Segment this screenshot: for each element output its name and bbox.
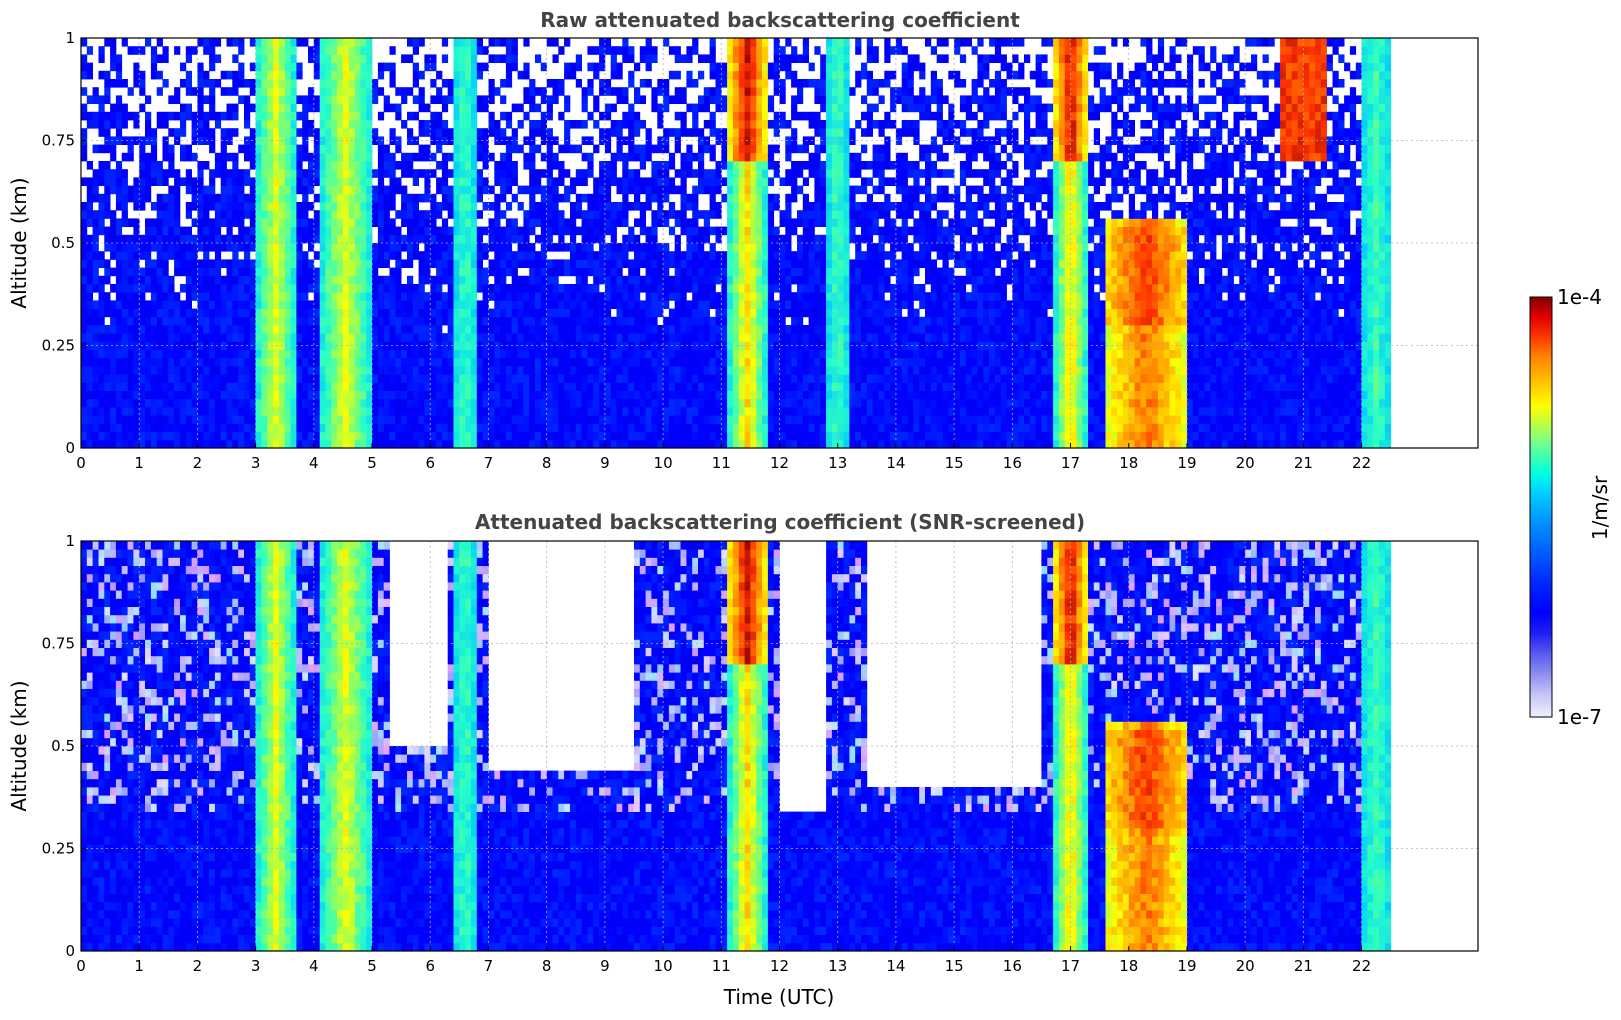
x-tick-label: 16 xyxy=(1003,454,1022,472)
x-tick-label: 22 xyxy=(1352,454,1371,472)
y-tick-label: 0.25 xyxy=(42,337,75,355)
x-tick-label: 15 xyxy=(945,454,964,472)
x-tick-label: 12 xyxy=(770,957,789,975)
x-tick-label: 18 xyxy=(1119,454,1138,472)
panel-1-grid xyxy=(81,38,1478,448)
x-tick-label: 4 xyxy=(309,957,319,975)
x-tick-label: 13 xyxy=(828,454,847,472)
x-tick-label: 18 xyxy=(1119,957,1138,975)
x-tick-label: 19 xyxy=(1177,957,1196,975)
x-tick-label: 2 xyxy=(193,957,203,975)
x-tick-label: 1 xyxy=(134,454,144,472)
panel-1-title: Raw attenuated backscattering coefficien… xyxy=(540,8,1020,32)
x-tick-label: 20 xyxy=(1236,454,1255,472)
x-tick-label: 3 xyxy=(251,454,261,472)
x-tick-label: 11 xyxy=(712,454,731,472)
x-tick-label: 5 xyxy=(367,454,377,472)
y-tick-label: 0.75 xyxy=(42,635,75,653)
x-tick-label: 6 xyxy=(425,957,435,975)
panel-2-heatmap xyxy=(81,541,1392,952)
x-tick-label: 5 xyxy=(367,957,377,975)
x-tick-label: 20 xyxy=(1236,957,1255,975)
panel-1-x-ticks: 0 1 2 3 4 5 6 7 8 9 10 11 12 13 14 15 16 17 18 19 20 21 22 xyxy=(76,443,1371,472)
x-tick-label: 8 xyxy=(542,454,552,472)
panel-2-x-ticks: 0 1 2 3 4 5 6 7 8 9 10 11 12 13 14 15 16 17 18 19 20 21 22 xyxy=(76,946,1371,975)
x-tick-label: 9 xyxy=(600,957,610,975)
colorbar-max-label: 1e-4 xyxy=(1557,285,1602,309)
y-tick-label: 0 xyxy=(65,942,75,960)
y-tick-label: 0.25 xyxy=(42,840,75,858)
y-tick-label: 0.75 xyxy=(42,132,75,150)
panel-2-title: Attenuated backscattering coefficient (S… xyxy=(475,510,1085,534)
panel-1-y-axis-label: Altitude (km) xyxy=(7,177,31,308)
x-tick-label: 1 xyxy=(134,957,144,975)
y-tick-label: 1 xyxy=(65,29,75,47)
x-tick-label: 2 xyxy=(193,454,203,472)
x-tick-label: 7 xyxy=(484,454,494,472)
colorbar-min-label: 1e-7 xyxy=(1557,705,1602,729)
x-axis-label: Time (UTC) xyxy=(723,985,835,1009)
x-tick-label: 17 xyxy=(1061,454,1080,472)
colorbar-unit-label: 1/m/sr xyxy=(1588,475,1612,540)
x-tick-label: 17 xyxy=(1061,957,1080,975)
colorbar-scale xyxy=(1529,296,1553,718)
x-tick-label: 13 xyxy=(828,957,847,975)
y-tick-label: 1 xyxy=(65,532,75,550)
x-tick-label: 21 xyxy=(1294,454,1313,472)
colorbar: 1e-4 1e-7 1/m/sr xyxy=(1529,285,1612,729)
panel-2-y-ticks: 0 0.25 0.5 0.75 1 xyxy=(42,532,86,960)
x-tick-label: 7 xyxy=(484,957,494,975)
panel-2-y-axis-label: Altitude (km) xyxy=(7,680,31,811)
x-tick-label: 10 xyxy=(654,454,673,472)
y-tick-label: 0.5 xyxy=(51,234,75,252)
x-tick-label: 16 xyxy=(1003,957,1022,975)
y-tick-label: 0 xyxy=(65,439,75,457)
x-tick-label: 19 xyxy=(1177,454,1196,472)
x-tick-label: 9 xyxy=(600,454,610,472)
panel-screened: Attenuated backscattering coefficient (S… xyxy=(7,510,1479,1009)
x-tick-label: 11 xyxy=(712,957,731,975)
x-tick-label: 0 xyxy=(76,454,86,472)
panel-1-y-ticks: 0 0.25 0.5 0.75 1 xyxy=(42,29,86,457)
x-tick-label: 14 xyxy=(886,454,905,472)
x-tick-label: 22 xyxy=(1352,957,1371,975)
x-tick-label: 6 xyxy=(425,454,435,472)
x-tick-label: 10 xyxy=(654,957,673,975)
x-tick-label: 8 xyxy=(542,957,552,975)
x-tick-label: 12 xyxy=(770,454,789,472)
y-tick-label: 0.5 xyxy=(51,737,75,755)
x-tick-label: 21 xyxy=(1294,957,1313,975)
panel-raw: Raw attenuated backscattering coefficien… xyxy=(7,8,1479,472)
panel-2-grid xyxy=(81,541,1478,951)
x-tick-label: 14 xyxy=(886,957,905,975)
x-tick-label: 4 xyxy=(309,454,319,472)
x-tick-label: 15 xyxy=(945,957,964,975)
x-tick-label: 0 xyxy=(76,957,86,975)
x-tick-label: 3 xyxy=(251,957,261,975)
